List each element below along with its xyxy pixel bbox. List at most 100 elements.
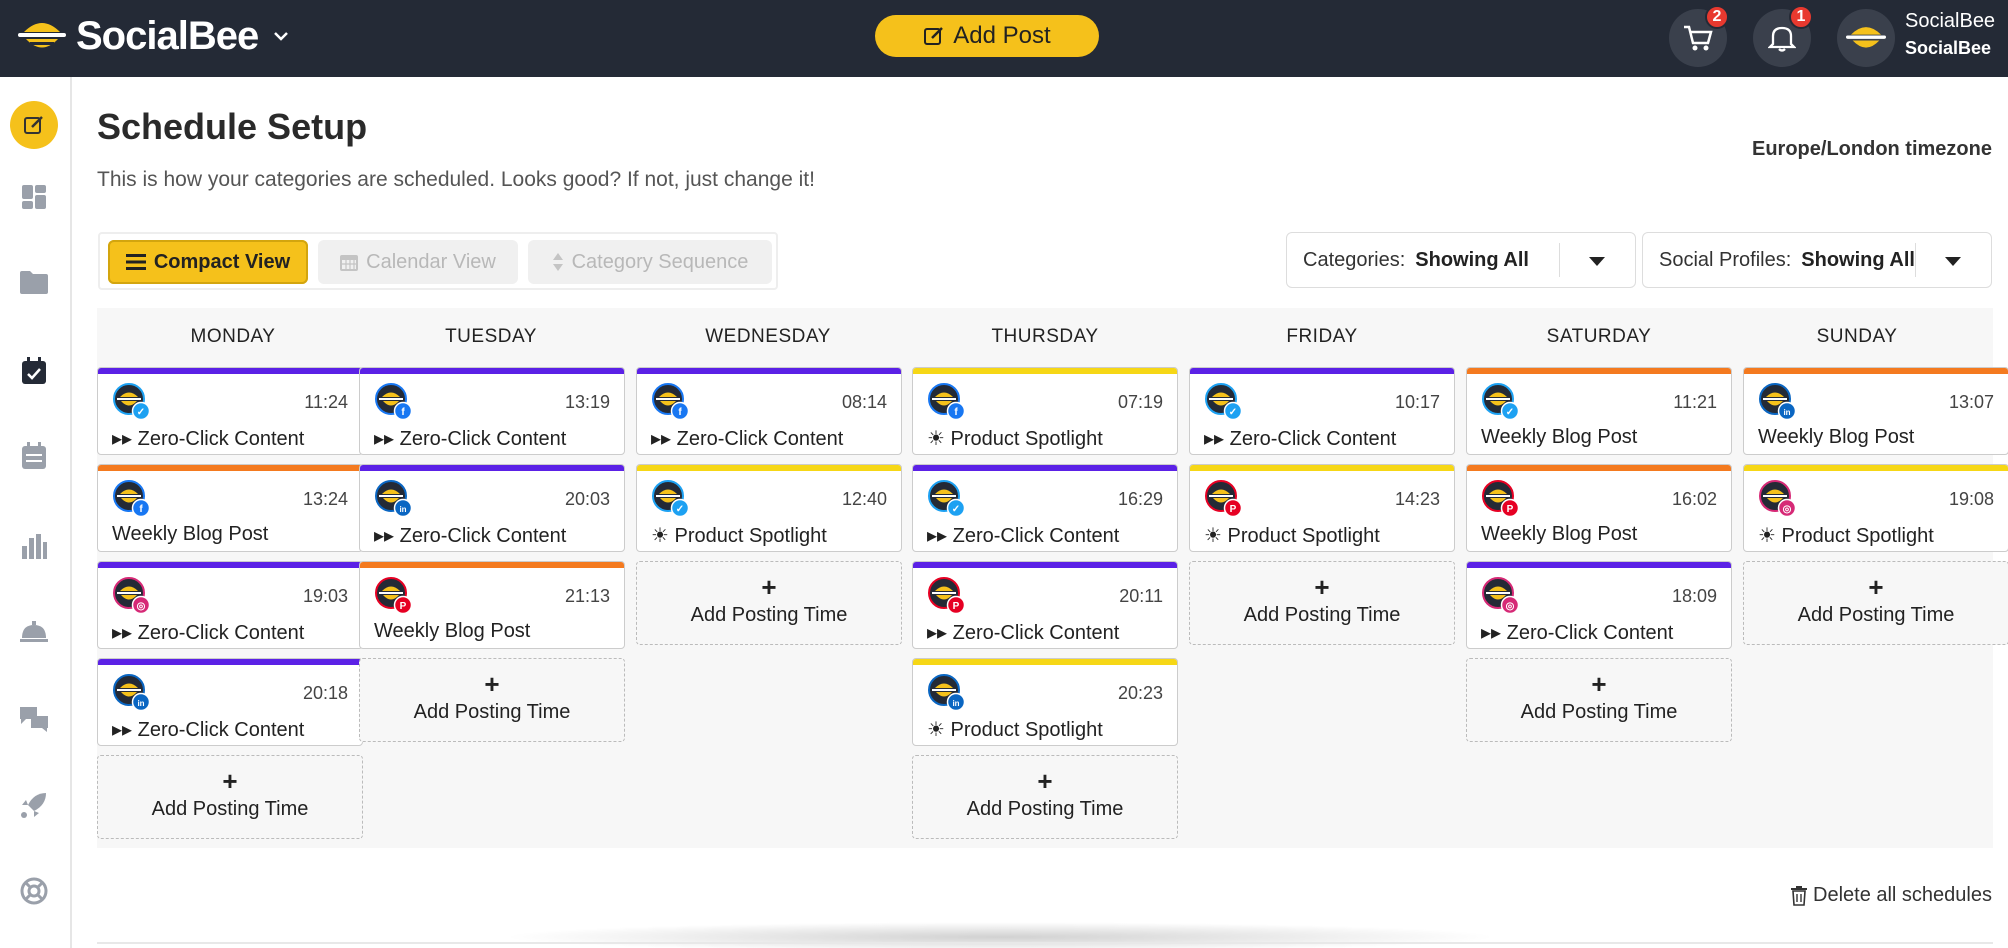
instagram-profile-avatar-icon: ◎	[1759, 480, 1796, 517]
add-posting-time-button[interactable]: + Add Posting Time	[636, 561, 902, 645]
svg-text:P: P	[1230, 504, 1237, 515]
schedule-slot[interactable]: P 16:02 Weekly Blog Post	[1466, 464, 1732, 552]
slot-time: 13:24	[302, 489, 348, 509]
schedule-slot[interactable]: f 13:19 ▸▸ Zero-Click Content	[359, 367, 625, 455]
schedule-slot[interactable]: in 20:03 ▸▸ Zero-Click Content	[359, 464, 625, 552]
plus-icon: +	[761, 572, 777, 602]
add-posting-time-button[interactable]: + Add Posting Time	[97, 755, 363, 839]
sidebar-item-analytics[interactable]	[10, 522, 58, 570]
sidebar-item-dashboard[interactable]	[10, 173, 58, 221]
slot-category: ▸▸ Zero-Click Content	[112, 622, 305, 644]
edit-icon	[924, 27, 944, 45]
sidebar-item-calendar[interactable]	[10, 432, 58, 480]
profiles-filter-value: Showing All	[1801, 248, 1915, 271]
schedule-slot[interactable]: ✓ 11:24 ▸▸ Zero-Click Content	[97, 367, 363, 455]
category-color-bar	[98, 368, 362, 374]
add-posting-time-button[interactable]: + Add Posting Time	[1743, 561, 2008, 645]
schedule-slot[interactable]: f 07:19 ☀ Product Spotlight	[912, 367, 1178, 455]
sidebar-item-launch[interactable]	[10, 781, 58, 829]
concierge-bell-icon	[20, 621, 48, 642]
schedule-slot[interactable]: P 21:13 Weekly Blog Post	[359, 561, 625, 649]
bee-logo-icon	[18, 23, 66, 48]
timezone-label[interactable]: Europe/London timezone	[1752, 138, 1992, 160]
folder-icon	[20, 271, 48, 294]
sidebar-item-content[interactable]	[10, 258, 58, 306]
plus-icon: +	[1868, 572, 1884, 602]
slot-category: ▸▸ Zero-Click Content	[112, 428, 305, 450]
pinterest-profile-avatar-icon: P	[1205, 480, 1242, 517]
add-posting-time-button[interactable]: + Add Posting Time	[1466, 658, 1732, 742]
category-color-bar	[1467, 465, 1731, 471]
sidebar-item-messages[interactable]	[10, 694, 58, 742]
schedule-slot[interactable]: ✓ 11:21 Weekly Blog Post	[1466, 367, 1732, 455]
slot-time: 18:09	[1671, 586, 1717, 606]
user-avatar[interactable]	[1837, 9, 1895, 67]
category-color-bar	[360, 465, 624, 471]
add-posting-time-button[interactable]: + Add Posting Time	[1189, 561, 1455, 645]
category-color-bar	[913, 562, 1177, 568]
sidebar-item-help[interactable]	[10, 867, 58, 915]
twitter-profile-avatar-icon: ✓	[1205, 383, 1242, 420]
user-name[interactable]: SocialBee	[1905, 10, 1996, 32]
caret-down-icon[interactable]	[1589, 257, 1605, 266]
instagram-profile-avatar-icon: ◎	[1482, 577, 1519, 614]
view-toggle: Compact View Calendar View Category Sequ…	[98, 232, 778, 290]
profiles-filter-label: Social Profiles:	[1659, 248, 1792, 271]
category-color-bar	[1744, 465, 2008, 471]
svg-text:in: in	[399, 505, 406, 514]
notifications-button[interactable]: 1	[1753, 5, 1813, 67]
schedule-slot[interactable]: in 20:18 ▸▸ Zero-Click Content	[97, 658, 363, 746]
add-posting-time-label: Add Posting Time	[151, 798, 309, 820]
chevron-down-icon[interactable]	[272, 27, 290, 45]
pinterest-profile-avatar-icon: P	[375, 577, 412, 614]
slot-time: 20:23	[1117, 683, 1163, 703]
schedule-slot[interactable]: in 20:23 ☀ Product Spotlight	[912, 658, 1178, 746]
linkedin-profile-avatar-icon: in	[375, 480, 412, 517]
category-sequence-button[interactable]: Category Sequence	[528, 240, 772, 284]
slot-time: 10:17	[1394, 392, 1440, 412]
category-color-bar	[360, 368, 624, 374]
schedule-slot[interactable]: ✓ 10:17 ▸▸ Zero-Click Content	[1189, 367, 1455, 455]
sidebar-item-services[interactable]	[10, 607, 58, 655]
sidebar-item-create[interactable]	[10, 101, 58, 149]
schedule-slot[interactable]: f 13:24 Weekly Blog Post	[97, 464, 363, 552]
slot-category: ▸▸ Zero-Click Content	[651, 428, 844, 450]
slot-category: Weekly Blog Post	[374, 620, 531, 642]
pinterest-profile-avatar-icon: P	[928, 577, 965, 614]
day-header-friday: FRIDAY	[1286, 326, 1358, 347]
sidebar-item-schedule[interactable]	[10, 347, 58, 395]
schedule-slot[interactable]: in 13:07 Weekly Blog Post	[1743, 367, 2008, 455]
schedule-slot[interactable]: ◎ 19:08 ☀ Product Spotlight	[1743, 464, 2008, 552]
day-header-wednesday: WEDNESDAY	[705, 326, 831, 347]
slot-time: 20:03	[564, 489, 610, 509]
schedule-slot[interactable]: ✓ 16:29 ▸▸ Zero-Click Content	[912, 464, 1178, 552]
schedule-slot[interactable]: ◎ 18:09 ▸▸ Zero-Click Content	[1466, 561, 1732, 649]
categories-filter[interactable]: Categories: Showing All	[1286, 232, 1636, 288]
schedule-slot[interactable]: P 14:23 ☀ Product Spotlight	[1189, 464, 1455, 552]
slot-category: ▸▸ Zero-Click Content	[374, 428, 567, 450]
calendar-view-label: Calendar View	[366, 250, 496, 273]
add-posting-time-button[interactable]: + Add Posting Time	[912, 755, 1178, 839]
delete-all-schedules-button[interactable]: Delete all schedules	[1791, 884, 1992, 907]
add-posting-time-button[interactable]: + Add Posting Time	[359, 658, 625, 742]
social-profiles-filter[interactable]: Social Profiles: Showing All	[1642, 232, 1992, 288]
add-post-button[interactable]: Add Post	[875, 15, 1099, 57]
schedule-slot[interactable]: ◎ 19:03 ▸▸ Zero-Click Content	[97, 561, 363, 649]
category-color-bar	[913, 368, 1177, 374]
bee-avatar-icon	[1846, 27, 1886, 48]
category-color-bar	[360, 562, 624, 568]
compact-view-button[interactable]: Compact View	[108, 240, 308, 284]
brand-logo[interactable]: SocialBee	[18, 14, 290, 58]
footer-shadow	[500, 922, 1500, 948]
compact-view-label: Compact View	[153, 250, 291, 273]
calendar-view-button[interactable]: Calendar View	[318, 240, 518, 284]
slot-category: Weekly Blog Post	[1758, 426, 1915, 448]
schedule-slot[interactable]: P 20:11 ▸▸ Zero-Click Content	[912, 561, 1178, 649]
day-header-saturday: SATURDAY	[1546, 326, 1652, 347]
caret-down-icon[interactable]	[1945, 257, 1961, 266]
schedule-slot[interactable]: ✓ 12:40 ☀ Product Spotlight	[636, 464, 902, 552]
slot-category: Weekly Blog Post	[112, 523, 269, 545]
bell-icon	[1768, 26, 1796, 52]
cart-button[interactable]: 2	[1669, 5, 1729, 67]
schedule-slot[interactable]: f 08:14 ▸▸ Zero-Click Content	[636, 367, 902, 455]
